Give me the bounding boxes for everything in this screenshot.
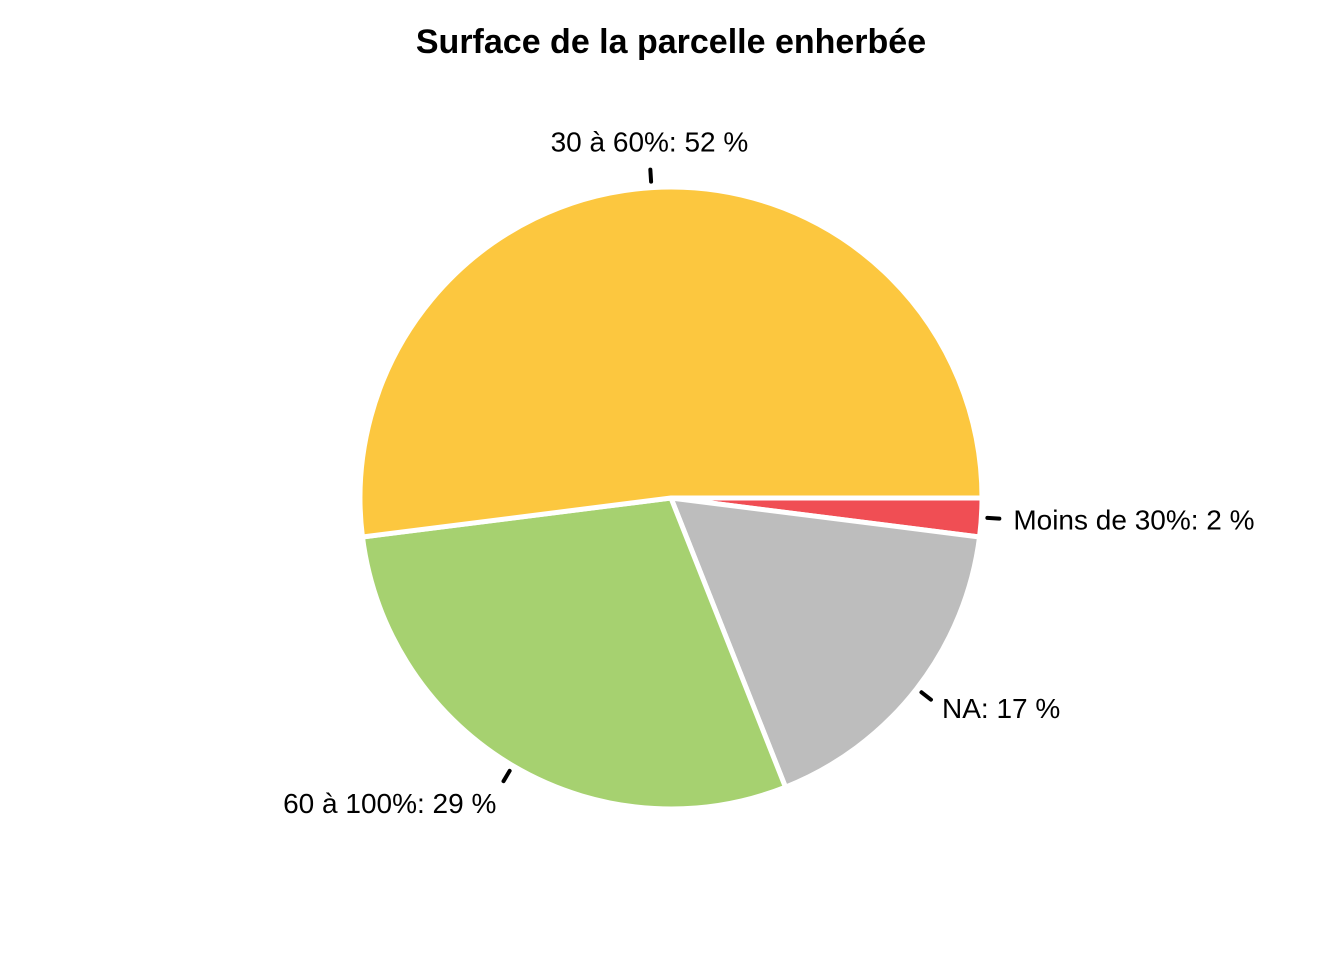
label-tick-60-a-100: [501, 768, 512, 784]
label-tick-na: [919, 690, 933, 702]
pie-slice-60-a-100: [359, 495, 788, 812]
pie-slice-30-a-60: [357, 184, 985, 540]
slice-label-60-a-100: 60 à 100%: 29 %: [283, 788, 496, 819]
chart-title: Surface de la parcelle enherbée: [416, 23, 926, 61]
slice-label-moins-de-30: Moins de 30%: 2 %: [1013, 505, 1254, 536]
slice-label-30-a-60: 30 à 60%: 52 %: [551, 127, 749, 158]
slice-labels: Moins de 30%: 2 % NA: 17 % 60 à 100%: 29 %…: [283, 127, 1254, 820]
label-tick-moins-de-30: [985, 515, 1002, 521]
label-ticks: [501, 167, 1002, 784]
pie-slice-na: [668, 495, 983, 790]
pie-slices: [357, 184, 985, 812]
label-tick-30-a-60: [648, 167, 654, 184]
slice-label-na: NA: 17 %: [942, 693, 1060, 724]
